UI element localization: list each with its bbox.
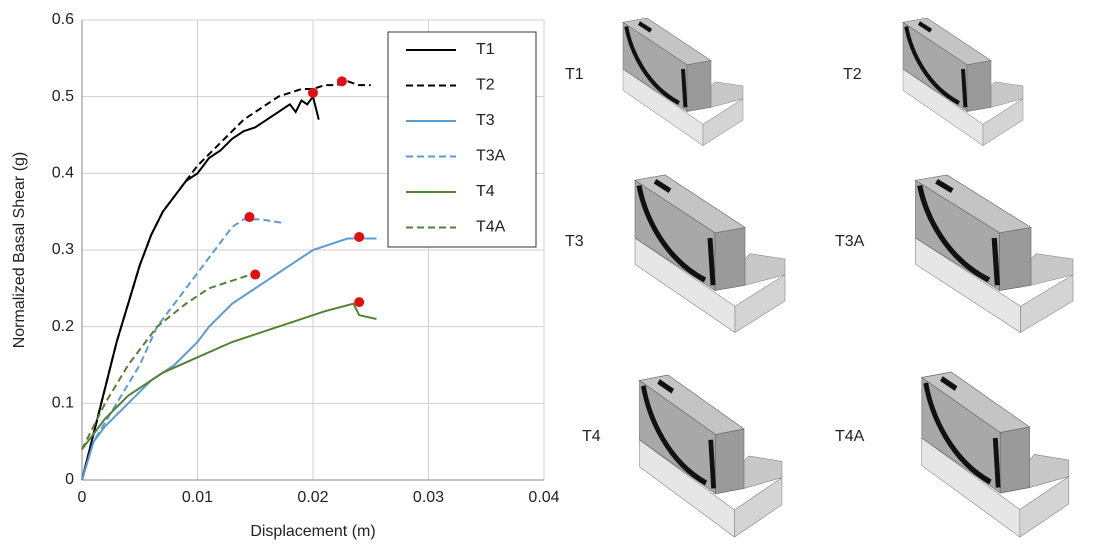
panel-label: T4A [835, 428, 865, 445]
specimen-drawing [635, 175, 785, 333]
y-tick-label: 0 [65, 471, 74, 488]
legend-label: T3 [476, 112, 495, 129]
series-line [81, 80, 371, 481]
specimen-drawing [922, 372, 1069, 537]
x-tick-label: 0.02 [297, 489, 328, 506]
specimen-drawing [903, 18, 1023, 146]
legend: T1 T2 T3 T3A T4 T4A [387, 31, 537, 248]
specimen-drawing [623, 18, 743, 146]
peak-marker [336, 76, 347, 87]
x-tick-label: 0.04 [528, 489, 559, 506]
y-axis-label: Normalized Basal Shear (g) [11, 152, 28, 349]
legend-label: T4A [476, 219, 506, 236]
x-tick-label: 0.01 [182, 489, 213, 506]
y-tick-label: 0.2 [52, 318, 74, 335]
y-tick-label: 0.6 [52, 11, 74, 28]
specimen-drawing [640, 375, 783, 537]
legend-label: T1 [476, 41, 495, 58]
peak-marker [354, 297, 365, 308]
peak-marker [250, 269, 261, 280]
series-line [81, 302, 377, 450]
panel-label: T4 [582, 428, 601, 445]
y-tick-label: 0.5 [52, 88, 74, 105]
series-line [81, 237, 377, 481]
legend-label: T3A [476, 148, 506, 165]
panel-label: T3A [835, 233, 865, 250]
series-line [81, 94, 320, 481]
peak-marker [244, 212, 255, 223]
y-tick-label: 0.1 [52, 395, 74, 412]
peak-marker [308, 87, 318, 98]
series-line [81, 218, 285, 481]
panel-label: T2 [843, 66, 862, 83]
legend-label: T4 [476, 183, 495, 200]
specimen-drawing [916, 175, 1074, 333]
series-line [81, 272, 256, 450]
panel-label: T3 [565, 233, 584, 250]
x-axis-label: Displacement (m) [250, 523, 375, 540]
y-tick-label: 0.3 [52, 241, 74, 258]
legend-label: T2 [476, 77, 495, 94]
legend-box [387, 31, 537, 248]
x-tick-label: 0.03 [413, 489, 444, 506]
x-tick-label: 0 [78, 489, 87, 506]
panel-label: T1 [565, 66, 584, 83]
peak-marker [354, 231, 365, 242]
panel-drawings [623, 18, 1073, 537]
y-tick-label: 0.4 [52, 165, 74, 182]
